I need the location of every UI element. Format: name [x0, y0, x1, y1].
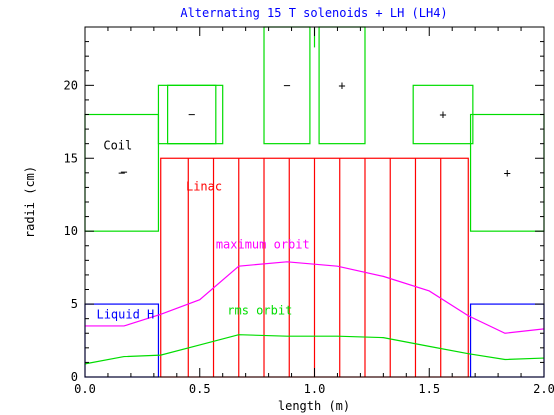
- coil-sign-4: −: [283, 78, 290, 92]
- maximum-orbit-line: [85, 261, 545, 334]
- x-axis-label: length (m): [278, 399, 350, 413]
- rms-orbit-line: [84, 334, 545, 365]
- x-tick-label-1: 0.0: [74, 382, 96, 396]
- axis-ticks: 0.0 0.5 1.0 1.5 2.0 0 5 10 15 20: [64, 27, 554, 396]
- rms-orbit-label: rms orbit: [227, 303, 292, 317]
- y-tick-label-5: 20: [64, 78, 78, 92]
- coil-label: Coil: [103, 139, 132, 153]
- y-tick-label-1: 0: [71, 370, 78, 384]
- x-tick-label-2: 0.5: [189, 382, 211, 396]
- chart-title: Alternating 15 T solenoids + LH (LH4): [180, 6, 447, 20]
- coil-label-sign: −: [120, 165, 127, 179]
- coil-3: [167, 84, 217, 145]
- x-tick-label-5: 2.0: [533, 382, 554, 396]
- maximum-orbit-label: maximum orbit: [216, 238, 310, 252]
- y-tick-label-4: 15: [64, 151, 78, 165]
- coil-sign-6: +: [439, 108, 446, 122]
- liquid-h-label: Liquid H: [96, 308, 154, 322]
- coil-sign-1: −: [118, 166, 125, 180]
- y-tick-label-2: 5: [71, 297, 78, 311]
- liquid-h-absorber-2: [469, 303, 545, 378]
- x-tick-label-3: 1.0: [304, 382, 326, 396]
- coil-sign-5: +: [338, 78, 345, 92]
- coil-sign-3: −: [188, 108, 195, 122]
- y-tick-label-3: 10: [64, 224, 78, 238]
- coil-sign-7: +: [504, 166, 511, 180]
- linac-label: Linac: [186, 179, 222, 193]
- x-tick-label-4: 1.5: [418, 382, 440, 396]
- y-axis-label: radii (cm): [23, 166, 37, 238]
